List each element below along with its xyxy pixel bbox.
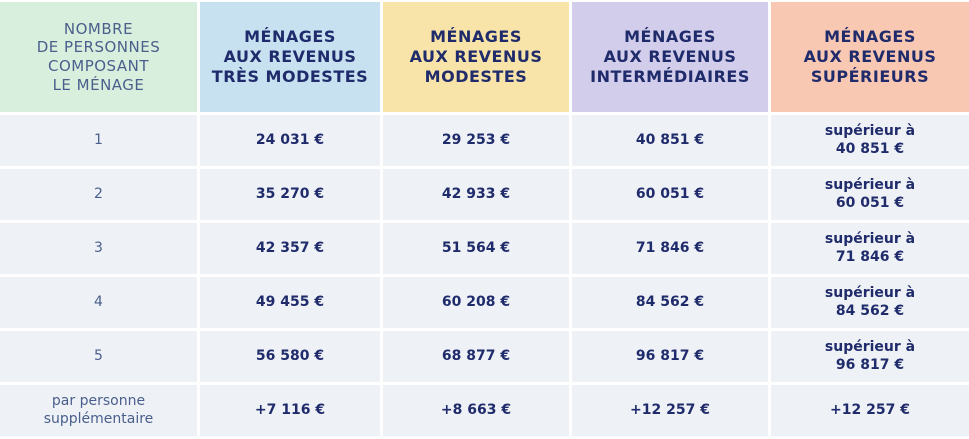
income-cell: 96 817 €	[572, 331, 768, 382]
income-cell: 42 933 €	[383, 169, 569, 220]
header-cell: MÉNAGES AUX REVENUS SUPÉRIEURS	[771, 2, 969, 112]
income-cell: 40 851 €	[572, 115, 768, 166]
income-cell: 51 564 €	[383, 223, 569, 274]
row-label: 2	[0, 169, 197, 220]
header-cell: MÉNAGES AUX REVENUS INTERMÉDIAIRES	[572, 2, 768, 112]
income-cell: 49 455 €	[200, 277, 380, 328]
income-cell: 84 562 €	[572, 277, 768, 328]
income-cell: 42 357 €	[200, 223, 380, 274]
income-cell: supérieur à 60 051 €	[771, 169, 969, 220]
income-cell: +8 663 €	[383, 385, 569, 436]
header-cell: NOMBRE DE PERSONNES COMPOSANT LE MÉNAGE	[0, 2, 197, 112]
row-label: 1	[0, 115, 197, 166]
income-cell: supérieur à 71 846 €	[771, 223, 969, 274]
row-label: par personne supplémentaire	[0, 385, 197, 436]
income-cell: +12 257 €	[572, 385, 768, 436]
row-label: 3	[0, 223, 197, 274]
header-cell: MÉNAGES AUX REVENUS MODESTES	[383, 2, 569, 112]
income-cell: supérieur à 96 817 €	[771, 331, 969, 382]
income-cell: 29 253 €	[383, 115, 569, 166]
income-cell: 68 877 €	[383, 331, 569, 382]
income-cell: 60 208 €	[383, 277, 569, 328]
income-cell: +12 257 €	[771, 385, 969, 436]
income-cell: 56 580 €	[200, 331, 380, 382]
row-label: 5	[0, 331, 197, 382]
header-cell: MÉNAGES AUX REVENUS TRÈS MODESTES	[200, 2, 380, 112]
income-cell: 71 846 €	[572, 223, 768, 274]
income-cell: 35 270 €	[200, 169, 380, 220]
income-cell: supérieur à 40 851 €	[771, 115, 969, 166]
income-cell: 60 051 €	[572, 169, 768, 220]
income-cell: +7 116 €	[200, 385, 380, 436]
income-cell: 24 031 €	[200, 115, 380, 166]
row-label: 4	[0, 277, 197, 328]
income-cell: supérieur à 84 562 €	[771, 277, 969, 328]
